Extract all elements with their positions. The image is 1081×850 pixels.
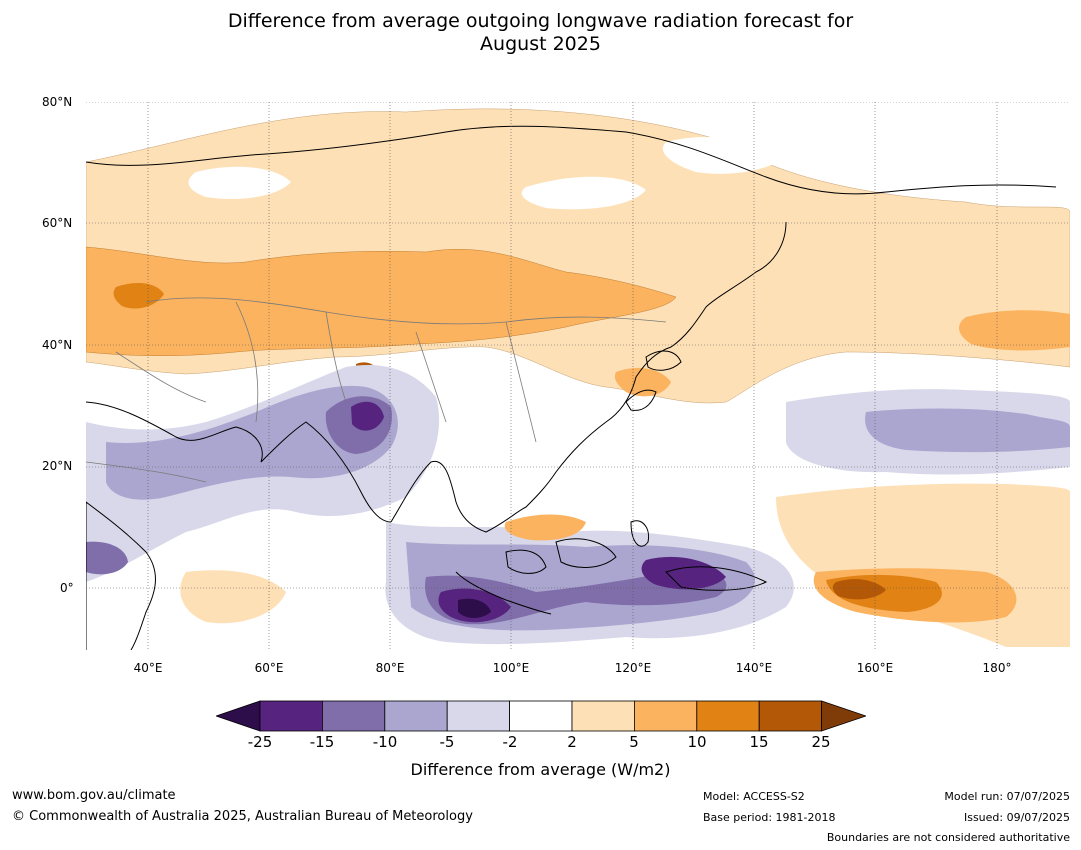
base-period: Base period: 1981-2018: [703, 811, 836, 824]
lon-label-120e: 120°E: [614, 661, 652, 675]
title-line-2: August 2025: [480, 33, 601, 55]
colorbar-arrow-high: [821, 700, 866, 732]
colorbar-bin-2: [322, 700, 386, 732]
issued-date: Issued: 09/07/2025: [963, 811, 1070, 824]
lon-label-40e: 40°E: [133, 661, 163, 675]
positive-core-pacific-equator: [832, 579, 886, 600]
colorbar-tick: 2: [567, 733, 577, 751]
positive-region-southwest-indian: [180, 570, 286, 624]
lat-label-60n: 60°N: [42, 216, 73, 230]
lon-label-80e: 80°E: [375, 661, 405, 675]
boundaries-disclaimer: Boundaries are not considered authoritat…: [826, 831, 1070, 844]
colorbar-tick: -25: [247, 733, 273, 751]
positive-region-east-pacific-40n: [959, 310, 1070, 351]
colorbar-bin-6: [571, 700, 635, 732]
colorbar-bin-3: [384, 700, 448, 732]
positive-region-east-china: [614, 367, 671, 397]
positive-core-caspian: [113, 282, 164, 309]
map-title: Difference from average outgoing longwav…: [0, 10, 1081, 56]
negative-core-java-deep: [458, 598, 491, 618]
website-link[interactable]: www.bom.gov.au/climate: [12, 788, 176, 803]
lon-label-140e: 140°E: [735, 661, 773, 675]
colorbar-bin-1: [259, 700, 323, 732]
negative-core-philippines: [641, 556, 726, 590]
colorbar-tick: -2: [502, 733, 518, 751]
map-canvas: [86, 102, 1070, 650]
colorbar-tick: 5: [629, 733, 639, 751]
colorbar-bin-9: [758, 700, 823, 732]
colorbar-title: Difference from average (W/m2): [410, 760, 671, 779]
colorbar-tick: 15: [749, 733, 769, 751]
colorbar-bin-5: [509, 700, 573, 732]
coastlines: [86, 125, 1057, 650]
model-name: Model: ACCESS-S2: [703, 790, 805, 803]
colorbar-bin-4: [446, 700, 510, 732]
lat-label-20n: 20°N: [42, 459, 73, 473]
neutral-patch-urals: [188, 166, 291, 200]
negative-region-east-africa: [86, 541, 128, 575]
positive-region-south-china-sea: [504, 514, 586, 541]
negative-region-south-asia-mid: [106, 385, 398, 500]
negative-core-bay-of-bengal: [351, 401, 384, 431]
graticule: [86, 102, 1070, 650]
colorbar-tick: -10: [372, 733, 398, 751]
colorbar-tick: -15: [309, 733, 335, 751]
colorbar-bin-7: [633, 700, 698, 732]
colorbar-tick: -5: [439, 733, 455, 751]
neutral-patch-siberia: [521, 176, 646, 210]
colorbar-tick: 10: [687, 733, 707, 751]
negative-region-pacific-band-mid: [865, 408, 1070, 453]
title-line-1: Difference from average outgoing longwav…: [227, 10, 854, 32]
lat-label-80n: 80°N: [42, 95, 73, 109]
lon-label-60e: 60°E: [254, 661, 284, 675]
colorbar-arrow-low: [216, 700, 261, 732]
lat-label-40n: 40°N: [42, 338, 73, 352]
colorbar-bin-8: [696, 700, 760, 732]
copyright-notice: © Commonwealth of Australia 2025, Austra…: [12, 809, 473, 824]
lon-label-180: 180°: [982, 661, 1012, 675]
model-run-date: Model run: 07/07/2025: [944, 790, 1070, 803]
lon-label-160e: 160°E: [856, 661, 894, 675]
olr-anomaly-map: [86, 102, 1070, 650]
lat-label-0: 0°: [60, 581, 74, 595]
lon-label-100e: 100°E: [492, 661, 530, 675]
colorbar-tick: 25: [811, 733, 831, 751]
colorbar: [216, 700, 866, 732]
country-boundaries: [86, 297, 667, 483]
neutral-patch-far-east: [662, 137, 786, 174]
positive-region-central-asia: [86, 246, 677, 356]
